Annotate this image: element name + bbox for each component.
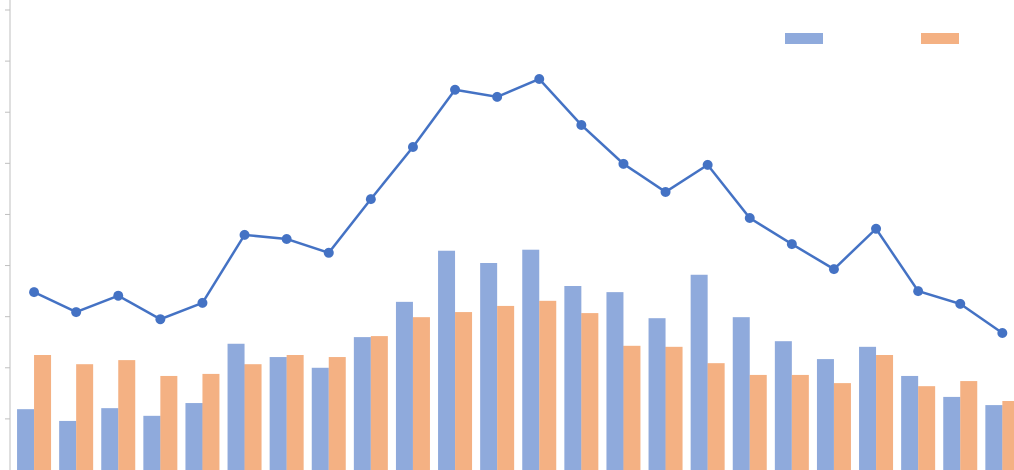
line-point — [155, 314, 166, 325]
bar — [202, 373, 220, 470]
line-point — [913, 286, 924, 297]
bar — [539, 300, 557, 470]
bar — [606, 292, 624, 470]
legend-swatch — [921, 33, 959, 44]
bar — [101, 408, 119, 470]
bar — [438, 250, 456, 470]
bar — [648, 318, 666, 470]
line-point — [71, 307, 82, 318]
bar — [791, 374, 809, 470]
line-point — [365, 194, 376, 205]
bar — [353, 337, 371, 470]
bar — [816, 359, 834, 470]
bar — [665, 346, 683, 470]
bar — [564, 286, 582, 470]
line-point — [492, 91, 503, 102]
bar — [480, 263, 498, 470]
bar — [623, 345, 641, 470]
bar — [227, 343, 245, 470]
line-point — [955, 298, 966, 309]
bar — [185, 403, 203, 470]
bar — [59, 420, 77, 470]
line-point — [576, 120, 587, 130]
line-point — [239, 229, 250, 240]
bar — [581, 313, 599, 470]
line-point — [786, 239, 797, 250]
bar — [244, 364, 262, 470]
bar — [311, 367, 329, 470]
bar — [286, 355, 304, 470]
line-point — [702, 159, 713, 170]
bar — [497, 305, 515, 470]
line-point — [450, 84, 461, 95]
bar — [876, 355, 894, 470]
legend-swatch — [785, 33, 823, 44]
bar — [269, 357, 287, 470]
line-point — [871, 223, 882, 234]
bar — [160, 375, 178, 470]
bar — [732, 317, 750, 470]
line-point — [323, 247, 334, 258]
line-point — [618, 158, 629, 169]
line-point — [828, 264, 839, 275]
bar — [370, 336, 388, 470]
line-point — [534, 74, 545, 84]
line-point — [997, 328, 1008, 339]
bar — [1002, 401, 1014, 470]
bar — [328, 357, 346, 470]
line — [33, 77, 1004, 335]
bar — [749, 374, 767, 470]
line-point — [660, 186, 671, 197]
bar — [943, 396, 961, 470]
bar — [34, 355, 52, 470]
bar — [901, 375, 919, 470]
bar — [859, 346, 877, 470]
bar — [707, 363, 725, 470]
bar — [455, 312, 473, 470]
bar — [833, 383, 851, 470]
line-point — [29, 287, 40, 298]
bar — [960, 381, 978, 470]
bar — [17, 409, 35, 470]
bar — [118, 360, 136, 470]
bar — [690, 274, 708, 470]
bar — [918, 386, 936, 470]
bar — [774, 341, 792, 470]
bar — [143, 415, 161, 470]
line-point — [407, 141, 418, 152]
line-point — [281, 233, 292, 244]
bar — [412, 317, 430, 470]
bar — [395, 301, 413, 470]
bar — [76, 364, 94, 470]
line-point — [197, 297, 208, 308]
bar — [985, 405, 1003, 470]
bar — [522, 249, 540, 470]
line-point — [744, 213, 755, 224]
line-point — [113, 290, 124, 301]
